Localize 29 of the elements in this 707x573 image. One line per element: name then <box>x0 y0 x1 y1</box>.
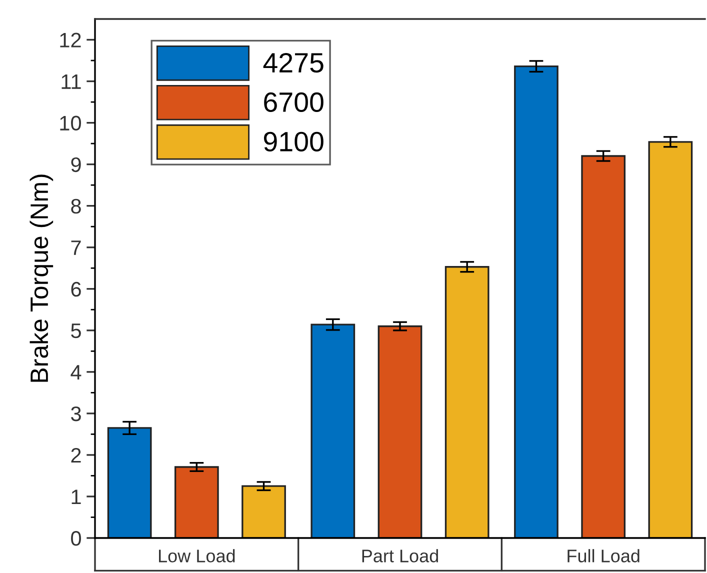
x-tick-label: Part Load <box>362 549 438 562</box>
legend-label: 6700 <box>264 92 324 112</box>
y-tick-label: 12 <box>60 32 81 48</box>
x-tick-label: Full Load <box>568 549 640 562</box>
y-tick-label: 11 <box>62 74 81 89</box>
bar <box>174 466 219 538</box>
y-tick-label: 7 <box>71 240 81 255</box>
bar <box>581 155 626 538</box>
bar <box>310 324 356 538</box>
legend-label: 9100 <box>264 132 324 152</box>
legend-label: 4275 <box>263 52 324 73</box>
bar <box>378 325 422 538</box>
y-tick-label: 5 <box>71 324 81 338</box>
y-tick-label: 1 <box>72 490 81 504</box>
y-tick-label: 8 <box>71 198 81 214</box>
y-tick-label: 4 <box>70 365 82 380</box>
bar <box>648 141 693 538</box>
bar <box>242 485 286 538</box>
y-tick-label: 6 <box>71 282 81 297</box>
bar <box>444 266 490 538</box>
bar <box>107 427 152 538</box>
y-tick-label: 3 <box>71 406 81 422</box>
x-tick-label: Low Load <box>159 549 235 562</box>
bar <box>514 66 558 538</box>
y-tick-label: 9 <box>71 157 81 172</box>
y-axis-title: Brake Torque (Nm) <box>30 174 54 382</box>
y-tick-label: 10 <box>60 116 81 131</box>
y-tick-label: 2 <box>71 448 81 463</box>
y-tick-label: 0 <box>71 531 81 546</box>
